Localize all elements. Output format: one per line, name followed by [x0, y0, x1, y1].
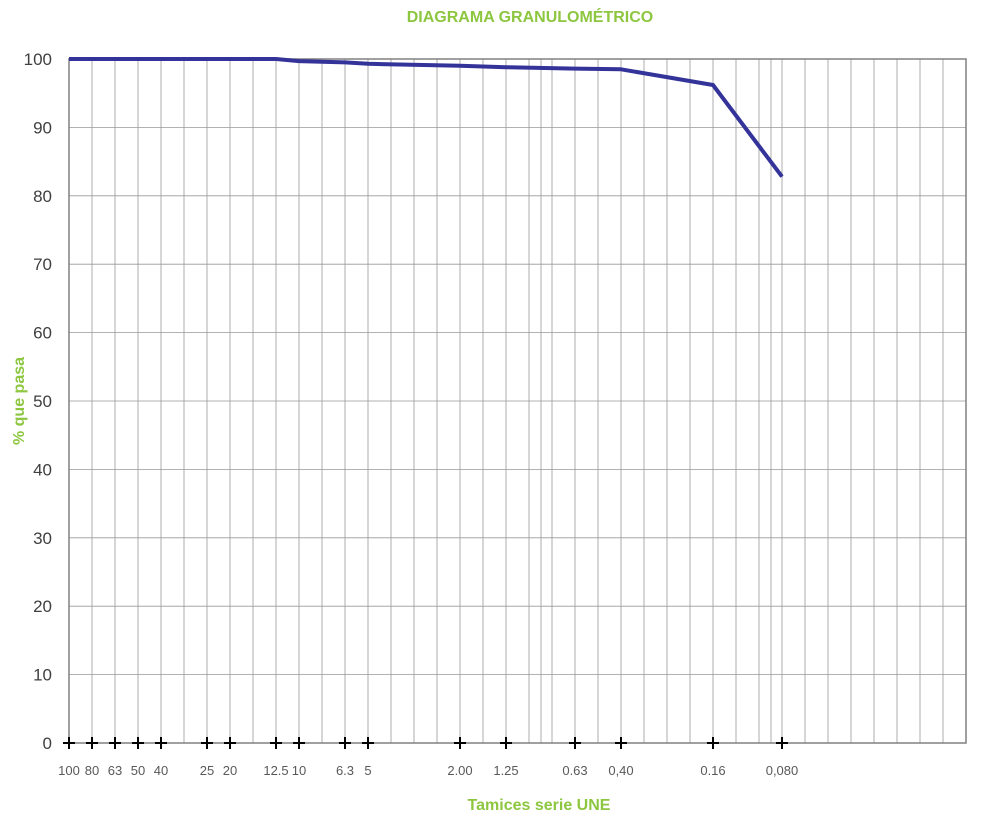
plot-frame	[68, 58, 967, 744]
x-axis-title: Tamices serie UNE	[468, 797, 611, 814]
y-tick-label: 100	[24, 50, 52, 69]
data-point	[459, 65, 461, 67]
data-point	[275, 58, 277, 60]
data-point	[712, 84, 714, 86]
y-tick-label: 0	[43, 734, 52, 753]
sieve-marker	[615, 737, 627, 749]
y-tick-label: 80	[33, 187, 52, 206]
y-tick-label: 30	[33, 529, 52, 548]
data-point	[298, 60, 300, 62]
x-tick-label: 63	[108, 763, 122, 778]
y-axis-ticks: 0 10 20 30 40 50 60 70 80 90 100	[24, 50, 52, 753]
x-tick-label: 20	[223, 763, 237, 778]
sieve-marker	[707, 737, 719, 749]
sieve-marker	[362, 737, 374, 749]
y-tick-label: 40	[33, 460, 52, 479]
sieve-marker	[293, 737, 305, 749]
x-axis-ticks: 100 80 63 50 40 25 20 12.5 10 6.3 5 2.00 1.25 0.63 0,4…	[58, 763, 798, 778]
x-tick-label: 25	[200, 763, 214, 778]
x-tick-label: 0.63	[562, 763, 587, 778]
sieve-marker	[270, 737, 282, 749]
x-tick-label: 100	[58, 763, 80, 778]
sieve-marker	[454, 737, 466, 749]
y-axis-title: % que pasa	[11, 357, 28, 445]
data-point	[206, 58, 208, 60]
y-tick-label: 60	[33, 324, 52, 343]
sieve-marker	[132, 737, 144, 749]
y-tick-label: 10	[33, 666, 52, 685]
sieve-marker	[776, 737, 788, 749]
chart-title: DIAGRAMA GRANULOMÉTRICO	[407, 7, 654, 26]
x-tick-label: 2.00	[447, 763, 472, 778]
data-point	[505, 66, 507, 68]
y-tick-label: 20	[33, 597, 52, 616]
data-point	[620, 68, 622, 70]
x-tick-label: 12.5	[263, 763, 288, 778]
sieve-marker	[339, 737, 351, 749]
sieve-marker	[201, 737, 213, 749]
sieve-marker	[500, 737, 512, 749]
data-point	[781, 176, 783, 178]
sieve-marker	[63, 737, 75, 749]
x-tick-label: 6.3	[336, 763, 354, 778]
data-point	[229, 58, 231, 60]
data-point	[574, 68, 576, 70]
y-tick-label: 70	[33, 255, 52, 274]
series-line	[69, 57, 784, 178]
data-point	[367, 63, 369, 65]
y-tick-label: 50	[33, 392, 52, 411]
x-tick-label: 10	[292, 763, 306, 778]
x-tick-label: 40	[154, 763, 168, 778]
x-tick-label: 0,080	[766, 763, 799, 778]
sieve-marker	[86, 737, 98, 749]
data-point	[137, 58, 139, 60]
x-tick-label: 0.16	[700, 763, 725, 778]
data-point	[114, 58, 116, 60]
sieve-marker	[569, 737, 581, 749]
sieve-marker	[109, 737, 121, 749]
y-tick-label: 90	[33, 118, 52, 137]
x-tick-label: 0,40	[608, 763, 633, 778]
x-tick-label: 50	[131, 763, 145, 778]
data-point	[160, 58, 162, 60]
data-point	[91, 58, 93, 60]
sieve-marker	[155, 737, 167, 749]
x-tick-label: 1.25	[493, 763, 518, 778]
sieve-marker	[224, 737, 236, 749]
x-tick-label: 80	[85, 763, 99, 778]
x-tick-label: 5	[364, 763, 371, 778]
x-markers	[63, 737, 788, 749]
series-layer	[68, 57, 784, 178]
data-point	[68, 58, 70, 60]
data-point	[344, 61, 346, 63]
grid	[68, 58, 966, 744]
